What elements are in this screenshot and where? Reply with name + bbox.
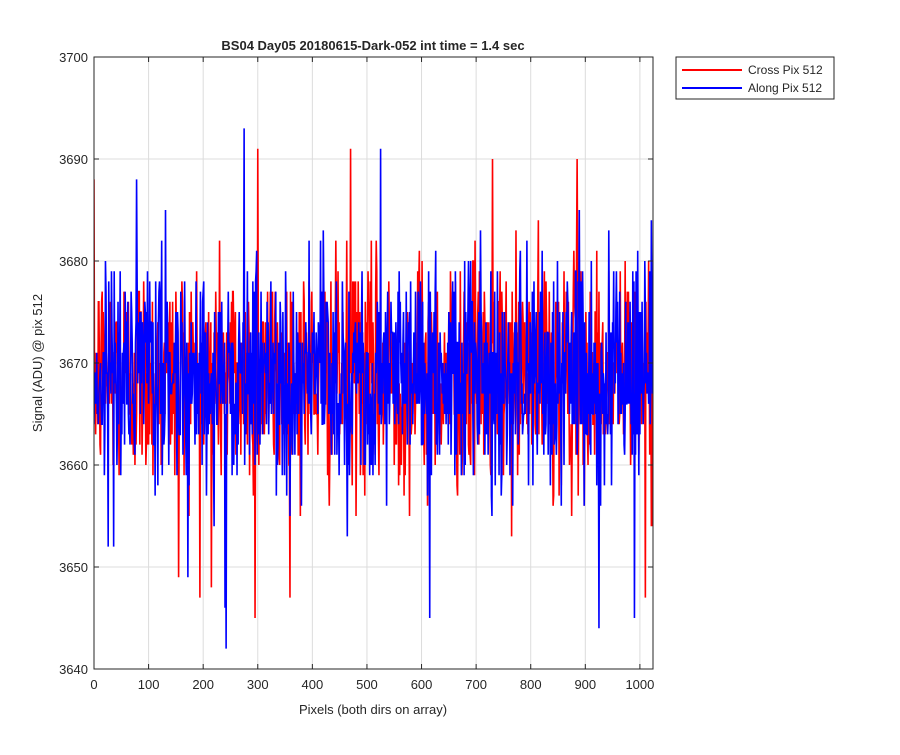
y-tick-label: 3680: [59, 254, 88, 269]
chart-title: BS04 Day05 20180615-Dark-052 int time = …: [221, 38, 524, 53]
x-tick-label: 700: [465, 677, 487, 692]
series-line-along-pix: [94, 128, 653, 649]
x-tick-label: 300: [247, 677, 269, 692]
y-axis-label: Signal (ADU) @ pix 512: [30, 294, 45, 432]
legend-box: [675, 56, 835, 100]
x-tick-label: 600: [411, 677, 433, 692]
x-tick-label: 100: [138, 677, 160, 692]
y-tick-label: 3700: [59, 50, 88, 65]
series-layer: [94, 128, 653, 649]
x-axis-label: Pixels (both dirs on array): [299, 702, 447, 717]
x-tick-label: 0: [90, 677, 97, 692]
y-tick-label: 3690: [59, 152, 88, 167]
x-tick-label: 200: [192, 677, 214, 692]
y-tick-label: 3640: [59, 662, 88, 677]
x-tick-label: 400: [302, 677, 324, 692]
x-tick-label: 900: [574, 677, 596, 692]
x-tick-label: 800: [520, 677, 542, 692]
x-tick-label: 500: [356, 677, 378, 692]
x-tick-label: 1000: [625, 677, 654, 692]
legend: Cross Pix 512 Along Pix 512: [675, 56, 835, 100]
ticks: [93, 56, 653, 670]
y-tick-label: 3660: [59, 458, 88, 473]
y-tick-label: 3670: [59, 356, 88, 371]
legend-label-cross: Cross Pix 512: [748, 63, 823, 77]
y-tick-label: 3650: [59, 560, 88, 575]
legend-label-along: Along Pix 512: [748, 81, 822, 95]
tick-labels: 0 100 200 300 400 500 600 700 800 900 1000 3640 3650…: [59, 50, 654, 692]
